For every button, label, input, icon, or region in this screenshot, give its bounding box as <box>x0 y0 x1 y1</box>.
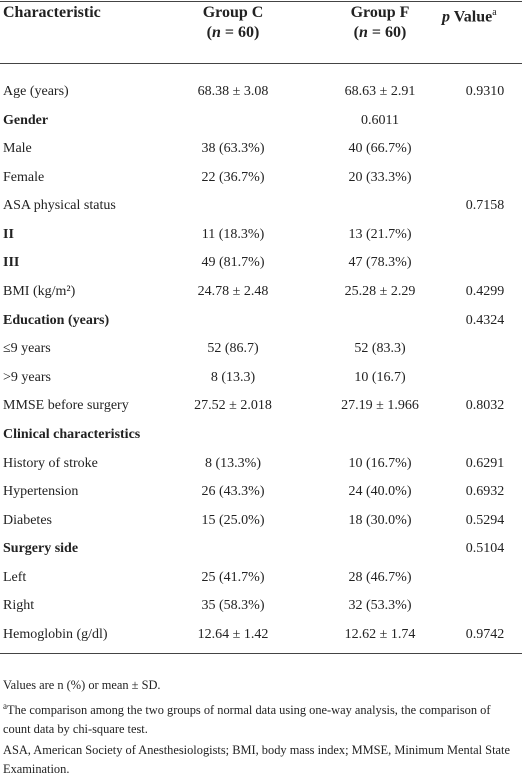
cell-value: 32 (53.3%) <box>348 598 412 614</box>
bottom-rule <box>0 653 522 654</box>
cell-value: 0.9742 <box>465 627 505 643</box>
cell-value: 10 (16.7) <box>354 369 406 385</box>
cell-value: 0.9310 <box>465 84 505 99</box>
row-label: Education (years) <box>3 312 110 328</box>
cell-value: 25 (41.7%) <box>201 569 265 585</box>
cell-value: 47 (78.3%) <box>348 255 412 271</box>
group-name: Group F <box>350 4 410 21</box>
cell-value: 24 (40.0%) <box>348 484 412 500</box>
header-group-c: Group C (n = 60) <box>163 3 303 43</box>
row-label: BMI (kg/m²) <box>3 284 76 300</box>
row-label: ≤9 years <box>3 341 51 357</box>
top-rule <box>0 1 522 2</box>
cell-value: 0.6932 <box>465 484 505 500</box>
row-label: III <box>3 255 20 271</box>
cell-value: 0.4299 <box>465 284 505 300</box>
cell-value: 18 (30.0%) <box>348 512 412 528</box>
cell-value: 0.6291 <box>465 455 505 471</box>
cell-value: 8 (13.3) <box>210 369 256 385</box>
text: = 60) <box>367 24 407 41</box>
cell-value: 15 (25.0%) <box>201 512 265 528</box>
cell-value: 12.64 ± 1.42 <box>197 627 269 643</box>
cell-value: 0.5104 <box>465 541 505 557</box>
text: ( <box>353 24 359 41</box>
cell-value: 68.38 ± 3.08 <box>197 84 269 99</box>
footnote: aThe comparison among the two groups of … <box>3 697 519 739</box>
footnote-text: The comparison among the two groups of n… <box>3 703 491 737</box>
cell-value: 0.5294 <box>465 512 505 528</box>
footnote-text: ASA, American Society of Anesthesiologis… <box>3 743 510 777</box>
text: = 60) <box>220 24 260 41</box>
header-group-f: Group F (n = 60) <box>310 3 450 43</box>
italic-n: n <box>358 24 368 41</box>
row-label: >9 years <box>3 369 51 385</box>
row-label: II <box>3 226 14 242</box>
superscript: a <box>492 7 497 18</box>
row-label: Clinical characteristics <box>3 426 141 442</box>
cell-value: 24.78 ± 2.48 <box>197 284 269 300</box>
cell-value: 35 (58.3%) <box>201 598 265 614</box>
italic-p: p <box>442 8 450 26</box>
cell-value: 27.52 ± 2.018 <box>194 398 272 414</box>
row-label: Hypertension <box>3 484 79 500</box>
footnote: Values are n (%) or mean ± SD. <box>3 676 519 695</box>
cell-value: 26 (43.3%) <box>201 484 265 500</box>
cell-value: 49 (81.7%) <box>201 255 265 271</box>
cell-value: 10 (16.7%) <box>348 455 412 471</box>
row-label: MMSE before surgery <box>3 398 129 414</box>
cell-value: 40 (66.7%) <box>348 141 412 157</box>
row-label: Hemoglobin (g/dl) <box>3 627 108 643</box>
group-name: Group C <box>202 4 264 21</box>
header-rule <box>0 63 522 64</box>
group-n: (n = 60) <box>310 23 450 43</box>
row-label: Left <box>3 569 27 585</box>
row-label: Diabetes <box>3 512 52 528</box>
footnote-text: Values are n (%) or mean ± SD. <box>3 678 161 692</box>
row-label: Female <box>3 169 45 185</box>
cell-value: 0.8032 <box>465 398 505 414</box>
cell-value: 20 (33.3%) <box>348 169 412 185</box>
italic-n: n <box>211 24 221 41</box>
footnotes: Values are n (%) or mean ± SD. aThe compa… <box>3 676 519 781</box>
cell-value: 11 (18.3%) <box>201 226 265 242</box>
footnote-marker: a <box>3 701 7 711</box>
cell-value: 12.62 ± 1.74 <box>344 627 416 643</box>
header-characteristic: Characteristic <box>3 4 101 21</box>
cell-value: 0.4324 <box>465 312 505 328</box>
cell-value: 22 (36.7%) <box>201 169 265 185</box>
footnote: ASA, American Society of Anesthesiologis… <box>3 741 519 779</box>
row-label: Gender <box>3 112 49 128</box>
header-p-value: p Valuea <box>442 3 497 27</box>
cell-value: 0.7158 <box>465 198 505 214</box>
text: Value <box>450 8 493 26</box>
row-label: ASA physical status <box>3 198 116 214</box>
cell-value: 0.6011 <box>361 112 399 128</box>
row-label: Age (years) <box>3 84 69 99</box>
cell-value: 25.28 ± 2.29 <box>344 284 416 300</box>
cell-value: 38 (63.3%) <box>201 141 265 157</box>
cell-value: 52 (83.3) <box>354 341 406 357</box>
cell-value: 68.63 ± 2.91 <box>344 84 416 99</box>
row-label: History of stroke <box>3 455 98 471</box>
row-label: Male <box>3 141 32 157</box>
cell-value: 13 (21.7%) <box>348 226 412 242</box>
cell-value: 52 (86.7) <box>207 341 259 357</box>
cell-value: 8 (13.3%) <box>205 455 261 471</box>
cell-value: 28 (46.7%) <box>348 569 412 585</box>
text: ( <box>206 24 212 41</box>
group-n: (n = 60) <box>163 23 303 43</box>
cell-value: 27.19 ± 1.966 <box>341 398 419 414</box>
row-label: Right <box>3 598 35 614</box>
row-label: Surgery side <box>3 541 79 557</box>
